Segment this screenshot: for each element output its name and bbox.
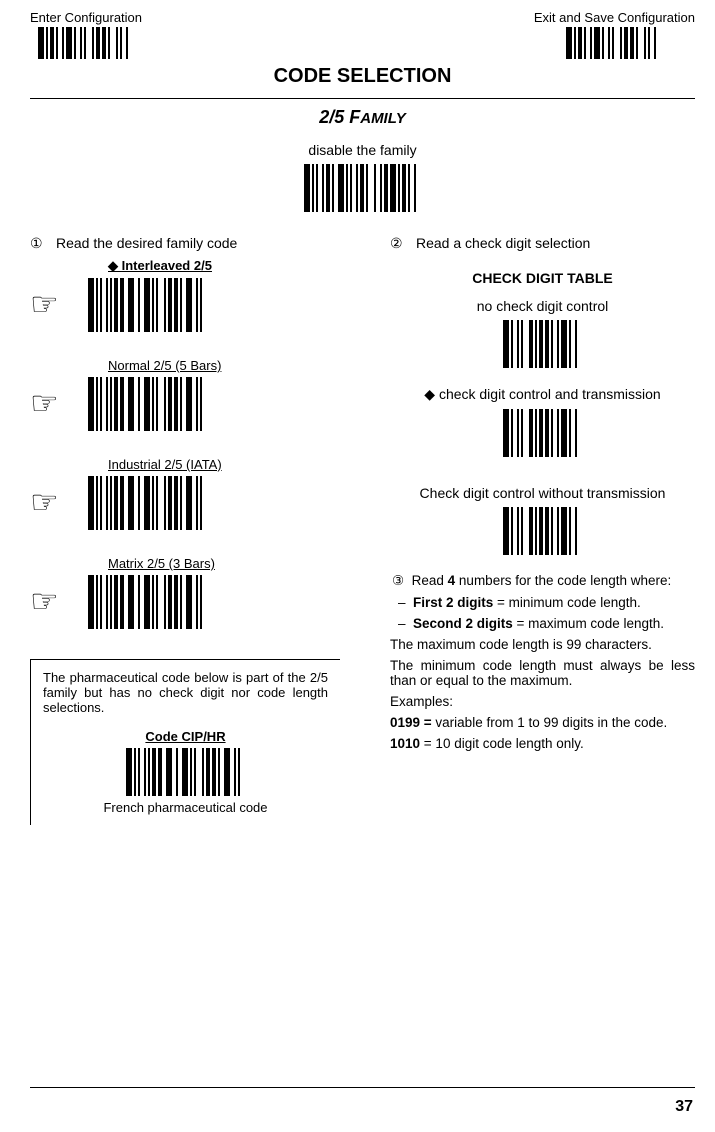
family-label-2: Industrial 2/5 (IATA) bbox=[108, 457, 222, 472]
check-label-0: no check digit control bbox=[390, 298, 695, 314]
enter-config-barcode bbox=[30, 27, 142, 59]
rule2-label: Second 2 digits bbox=[413, 616, 513, 631]
family-label-3: Matrix 2/5 (3 Bars) bbox=[108, 556, 215, 571]
pointing-hand-icon: ☞ bbox=[30, 288, 70, 320]
exit-config-label: Exit and Save Configuration bbox=[534, 10, 695, 25]
min-line: The minimum code length must always be l… bbox=[390, 658, 695, 688]
ex1-code: 0199 = bbox=[390, 715, 432, 730]
ex1-rest: variable from 1 to 99 digits in the code… bbox=[432, 715, 668, 730]
family-heading-suffix: AMILY bbox=[360, 110, 406, 127]
enter-config-label: Enter Configuration bbox=[30, 10, 142, 25]
family-label-1: Normal 2/5 (5 Bars) bbox=[108, 358, 221, 373]
pharma-caption: French pharmaceutical code bbox=[43, 800, 328, 815]
exit-config-block: Exit and Save Configuration bbox=[534, 10, 695, 59]
step2-text: Read a check digit selection bbox=[416, 235, 590, 251]
rule1-rest: = minimum code length. bbox=[493, 595, 640, 610]
family-barcode-2 bbox=[88, 476, 208, 530]
disable-family-label: disable the family bbox=[30, 142, 695, 158]
section-title: CODE SELECTION bbox=[30, 65, 695, 88]
family-label-0: ◆ Interleaved 2/5 bbox=[108, 258, 212, 274]
rule1-label: First 2 digits bbox=[413, 595, 493, 610]
check-table-title: CHECK DIGIT TABLE bbox=[390, 270, 695, 286]
disable-family-barcode bbox=[304, 164, 422, 212]
family-heading: 2/5 FAMILY bbox=[30, 107, 695, 128]
step3-text-c: numbers for the code length where: bbox=[455, 573, 671, 588]
page-number: 37 bbox=[675, 1098, 693, 1116]
rule2-rest: = maximum code length. bbox=[513, 616, 664, 631]
step2-number: ② bbox=[390, 235, 406, 252]
step3-text-a: Read bbox=[412, 573, 448, 588]
header-rule bbox=[30, 98, 695, 99]
family-heading-prefix: 2/5 F bbox=[319, 107, 360, 127]
pharma-code-label: Code CIP/HR bbox=[145, 729, 225, 744]
family-barcode-1 bbox=[88, 377, 208, 431]
enter-config-block: Enter Configuration bbox=[30, 10, 142, 59]
footer-rule bbox=[30, 1087, 695, 1088]
pointing-hand-icon: ☞ bbox=[30, 387, 70, 419]
max-line: The maximum code length is 99 characters… bbox=[390, 637, 695, 652]
step1-text: Read the desired family code bbox=[56, 235, 237, 251]
check-barcode-1 bbox=[503, 409, 583, 457]
check-label-1: ◆ check digit control and transmission bbox=[390, 386, 695, 403]
check-barcode-2 bbox=[503, 507, 583, 555]
ex2-code: 1010 bbox=[390, 736, 420, 751]
pharma-barcode bbox=[126, 748, 246, 796]
check-label-2: Check digit control without transmission bbox=[390, 485, 695, 501]
examples-label: Examples: bbox=[390, 694, 695, 709]
family-barcode-3 bbox=[88, 575, 208, 629]
family-barcode-0 bbox=[88, 278, 208, 332]
pointing-hand-icon: ☞ bbox=[30, 585, 70, 617]
exit-config-barcode bbox=[534, 27, 695, 59]
pointing-hand-icon: ☞ bbox=[30, 486, 70, 518]
pharma-box: The pharmaceutical code below is part of… bbox=[30, 659, 340, 825]
step3-number: ③ bbox=[392, 573, 404, 588]
check-barcode-0 bbox=[503, 320, 583, 368]
pharma-intro: The pharmaceutical code below is part of… bbox=[43, 670, 328, 715]
step1-number: ① bbox=[30, 235, 46, 252]
ex2-rest: = 10 digit code length only. bbox=[420, 736, 584, 751]
